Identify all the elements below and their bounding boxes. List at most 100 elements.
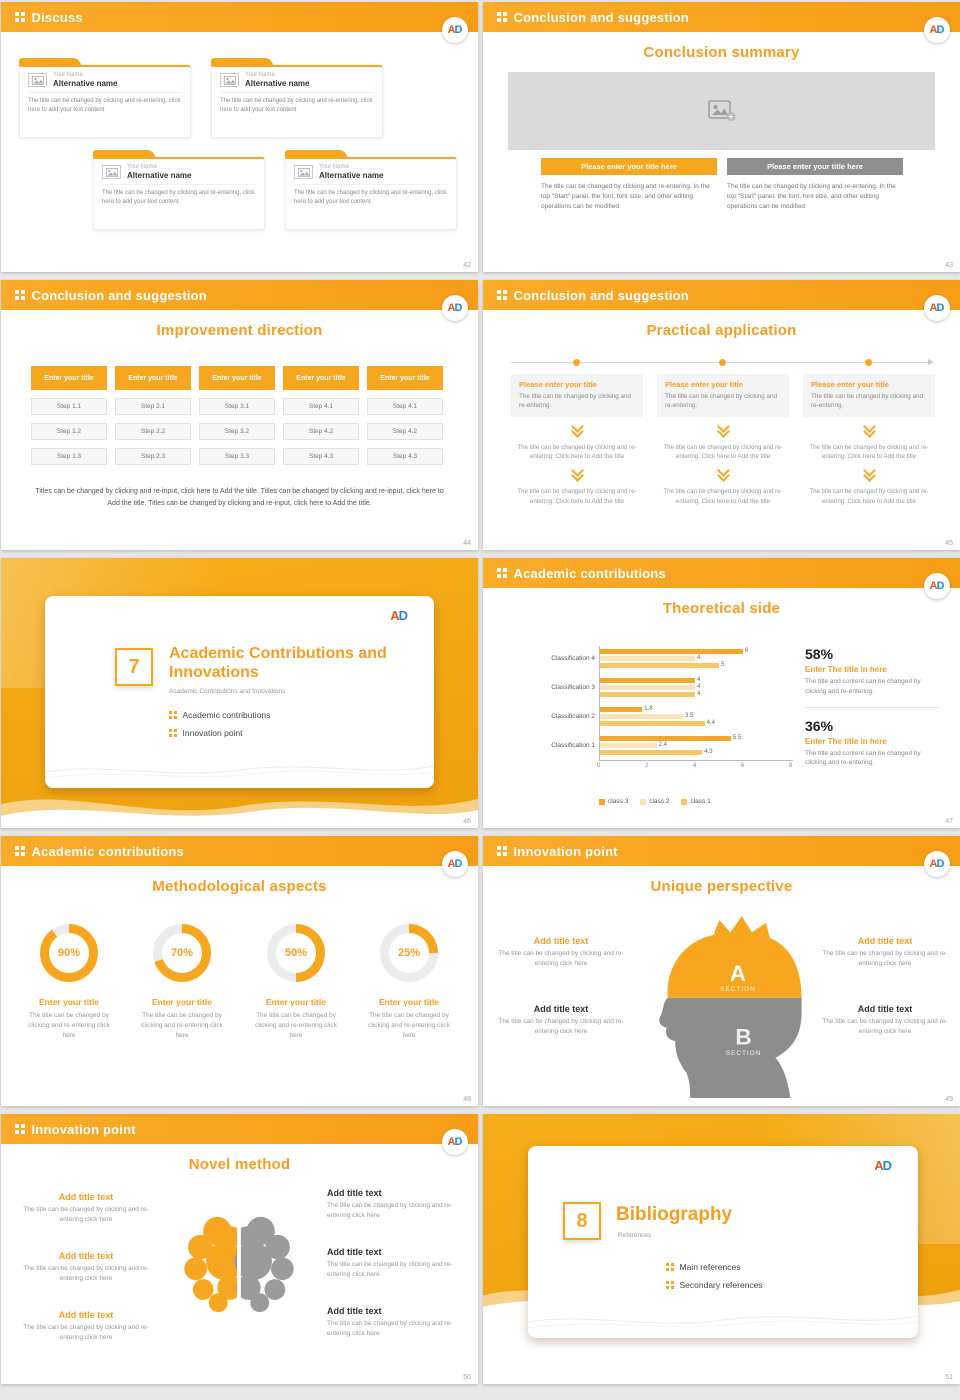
bar-value-label: 5.5 [733,735,742,741]
grid-dots-icon [15,290,25,300]
section-subtitle: Academic Contributions and Innovations [169,688,286,695]
grid-dots-icon [497,568,507,578]
card-head-row: Your Name Alternative name [220,72,374,93]
page-number: 49 [945,1096,953,1103]
text-block: Add title text The title can be changed … [497,1004,625,1037]
bullet-label: Innovation point [182,728,243,738]
logo-letter-a: A [929,24,938,36]
slide-46-section-academic-contributions[interactable]: AD 7 Academic Contributions and Innovati… [1,558,478,828]
box-title: Please enter your title [811,380,889,389]
donut-title: Enter your title [379,997,439,1007]
folder-tab [211,58,273,66]
page-number: 45 [945,540,953,547]
logo-letter-a: A [447,24,456,36]
category-label: Classification 1 [551,741,595,749]
logo-letter-d: D [454,1136,463,1148]
step-box: Step 4.3 [367,448,443,465]
logo-letter-d: D [454,858,463,870]
page-title: Theoretical side [662,600,781,617]
page-number: 47 [945,818,953,825]
grid-dots-icon [666,1263,674,1271]
text-block: Add title text The title can be changed … [15,1192,157,1225]
grid-dots-icon [169,711,177,719]
step-box: Step 4.1 [367,398,443,415]
legend-swatch [599,798,605,805]
title-box: Please enter your title The title can be… [657,374,789,417]
category-label: Classification 3 [551,683,595,691]
chart-bar [599,663,719,668]
chevron-down-icon [862,468,876,480]
card-body-text: The title can be changed by clicking and… [220,98,373,114]
chevron-down-icon [570,468,584,480]
logo-letter-d: D [398,608,408,623]
section-card: AD 7 Academic Contributions and Innovati… [45,596,434,788]
slide-header-title: Conclusion and suggestion [513,9,689,25]
legend-item: class 2 [640,798,669,805]
ad-logo: AD [390,608,408,623]
category-label: Classification 4 [551,654,595,662]
y-axis [599,646,600,760]
slide-header: Discuss [1,2,478,32]
title-button-secondary: Please enter your title here [727,158,903,175]
stat-value: 36% [805,717,834,734]
step-text: The title can be changed by clicking and… [809,443,929,461]
chart-bar [599,714,683,719]
block-text: The title can be changed by clicking and… [327,1320,453,1337]
bar-value-label: 4 [697,691,701,697]
slide-header-title: Discuss [31,9,83,25]
chart-bar [599,685,695,690]
folder-tab [19,58,81,66]
title-box: Please enter your title The title can be… [511,374,643,417]
card-name-label: Your Name [53,72,83,78]
ad-logo: AD [874,1158,892,1173]
step-text: The title can be changed by clicking and… [663,488,783,505]
legend-swatch [640,798,647,805]
wave-decoration [1,798,478,828]
wave-lines-decoration [528,1315,918,1329]
x-axis [599,760,793,761]
column-title-button: Enter your title [199,366,275,390]
step-text: The title can be changed by clicking and… [809,488,929,505]
page-number: 48 [463,1096,471,1103]
category-label: Classification 2 [551,712,595,720]
body-paragraph: The title can be changed by clicking and… [541,183,710,211]
folder-body: Your Name Alternative name The title can … [93,157,265,230]
step-box: Step 2.2 [115,423,191,440]
text-block: Add title text The title can be changed … [327,1247,467,1280]
card-title: Alternative name [127,171,192,180]
bullet-label: Academic contributions [182,710,271,720]
profile-card: Your Name Alternative name The title can … [211,58,383,138]
card-meta: Your Name Alternative name [127,164,191,180]
timeline-dot [719,359,726,366]
legend-item: class 3 [599,798,628,805]
profile-card: Your Name Alternative name The title can … [285,150,457,230]
donut-percent: 25% [397,947,421,959]
block-title: Add title text [327,1188,382,1198]
slide-51-section-bibliography[interactable]: AD 8 Bibliography References Main refere… [483,1114,960,1384]
chart-bar [599,678,695,683]
image-icon [102,165,121,179]
step-box: Step 4.3 [283,448,359,465]
donut-percent: 50% [284,947,308,959]
bar-value-label: 6 [745,648,749,654]
card-title: Alternative name [245,79,310,88]
text-block: Add title text The title can be changed … [821,1004,949,1037]
stat-block: 58% Enter The title in here The title an… [805,646,941,697]
stat-block: 36% Enter The title in here The title an… [805,706,941,769]
card-head-row: Your Name Alternative name [28,72,182,93]
slide-header: Academic contributions [1,836,478,866]
profile-card: Your Name Alternative name The title can … [93,150,265,230]
logo-letter-d: D [882,1158,892,1173]
